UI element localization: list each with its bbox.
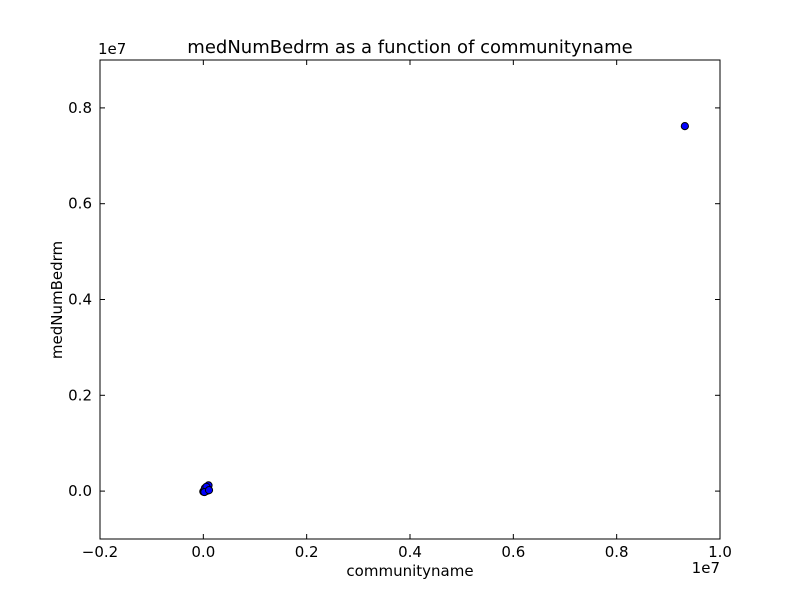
x-tick-label: 0.8 [605,543,629,561]
y-axis-ticks: 0.0 0.2 0.4 0.6 0.8 [68,99,720,500]
y-offset-label: 1e7 [98,40,126,58]
chart-title: medNumBedrm as a function of communityna… [187,37,632,58]
plot-area [100,60,720,539]
x-axis-label: communityname [346,562,473,580]
y-tick-label: 0.2 [68,386,92,404]
x-tick-label: 0.6 [501,543,525,561]
x-offset-label: 1e7 [692,559,720,577]
x-tick-label: −0.2 [82,543,118,561]
x-tick-label: 0.4 [398,543,422,561]
plot-frame [99,59,721,540]
y-tick-label: 0.8 [68,99,92,117]
x-tick-label: 0.0 [191,543,215,561]
data-point [680,122,689,131]
data-point [204,486,214,495]
y-tick-label: 0.0 [68,482,92,500]
x-axis-ticks: −0.2 0.0 0.2 0.4 0.6 0.8 1.0 [82,60,732,561]
data-points [199,122,689,497]
y-tick-label: 0.6 [68,195,92,213]
x-tick-label: 1.0 [708,543,732,561]
y-tick-label: 0.4 [68,291,92,309]
y-axis-label: medNumBedrm [48,241,66,359]
x-tick-label: 0.2 [295,543,319,561]
